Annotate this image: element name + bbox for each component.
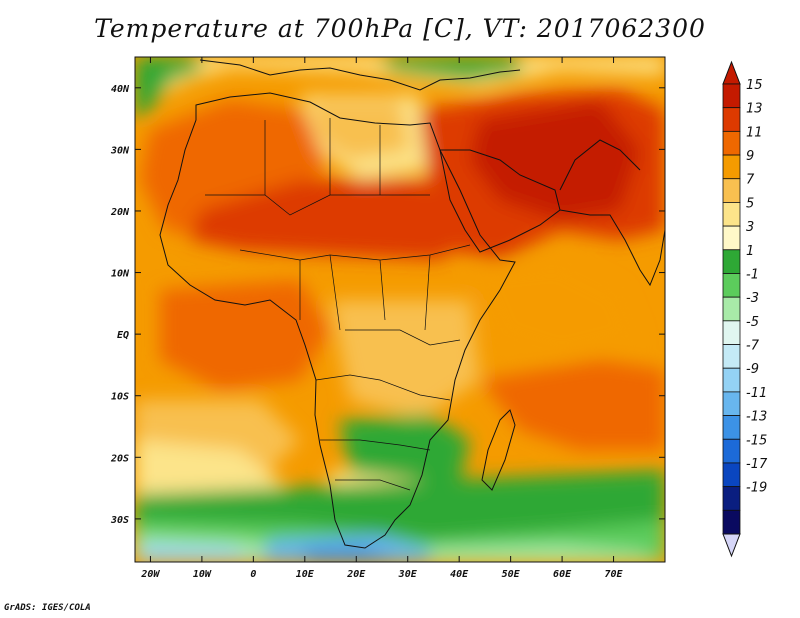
colorbar-box [722, 83, 741, 109]
lat-tick-label: 20S [110, 453, 129, 464]
lon-tick-label: 10E [296, 569, 315, 580]
colorbar-box [722, 273, 741, 298]
colorbar-box [722, 107, 741, 132]
lon-tick-label: 40E [450, 569, 469, 580]
lon-tick-label: 70E [605, 569, 624, 580]
colorbar-label: -1 [746, 267, 759, 282]
latitude-axis: 40N 30N 20N 10N EQ 10S 20S 30S [110, 84, 665, 526]
colorbar-box [722, 154, 741, 180]
colorbar-box [722, 296, 741, 322]
colorbar-label: 1 [746, 244, 754, 259]
colorbar-box [722, 249, 741, 274]
colorbar-label: -15 [746, 433, 767, 448]
grads-credit: GrADS: IGES/COLA [4, 603, 91, 613]
colorbar-box [722, 178, 741, 203]
lat-tick-label: 10S [111, 392, 129, 403]
page-title: Temperature at 700hPa [C], VT: 201706230… [94, 14, 706, 43]
colorbar-label: -9 [746, 362, 759, 377]
colorbar-box [722, 509, 741, 535]
colorbar-label: -19 [746, 481, 767, 496]
lon-tick-label: 20W [140, 569, 160, 580]
lat-tick-label: 30S [110, 515, 129, 526]
country-borders [205, 118, 471, 491]
colorbar-label: -11 [746, 386, 767, 401]
colorbar-label: 3 [746, 220, 754, 235]
lon-tick-label: 0 [250, 569, 256, 580]
colorbar-label: -7 [746, 339, 760, 354]
colorbar-label: 5 [746, 196, 754, 211]
lat-tick-label: 20N [110, 207, 130, 218]
lat-tick-label: EQ [117, 330, 129, 341]
lat-tick-label: 40N [111, 84, 130, 95]
colorbar-bottom-arrow [722, 533, 741, 558]
colorbar-box [722, 486, 741, 511]
colorbar-label: -3 [746, 291, 759, 306]
colorbar-label: -13 [746, 410, 767, 425]
colorbar-label: 15 [746, 78, 763, 93]
lon-tick-label: 60E [553, 569, 572, 580]
lon-tick-label: 10W [193, 569, 212, 580]
colorbar-box [722, 225, 741, 251]
colorbar-box [722, 415, 741, 440]
colorbar-label: 7 [746, 173, 755, 188]
coastlines [159, 59, 665, 549]
temperature-field [135, 57, 665, 562]
colorbar-label: -17 [746, 457, 768, 472]
colorbar-box [722, 438, 741, 464]
colorbar-label: -5 [746, 315, 759, 330]
lon-tick-label: 20E [346, 569, 366, 580]
lon-tick-label: 30E [398, 569, 418, 580]
colorbar: 15 13 11 9 7 5 3 1 -1 -3 -5 -7 -9 -11 -13 -15 -17 -19 [722, 60, 768, 558]
lat-tick-label: 30N [110, 145, 130, 156]
colorbar-box [722, 130, 741, 156]
colorbar-label: 9 [746, 149, 754, 164]
colorbar-box [722, 344, 741, 369]
colorbar-label: 11 [746, 125, 763, 140]
colorbar-box [722, 320, 741, 345]
colorbar-box [722, 367, 741, 393]
colorbar-top-arrow [722, 60, 741, 85]
colorbar-box [722, 462, 741, 488]
lat-tick-label: 10N [111, 269, 130, 280]
map-frame [134, 56, 666, 563]
colorbar-box [722, 202, 741, 227]
longitude-axis: 20W 10W 0 10E 20E 30E 40E 50E 60E 70E [140, 57, 624, 580]
colorbar-label: 13 [746, 102, 763, 117]
colorbar-box [722, 391, 741, 416]
lon-tick-label: 50E [502, 569, 521, 580]
